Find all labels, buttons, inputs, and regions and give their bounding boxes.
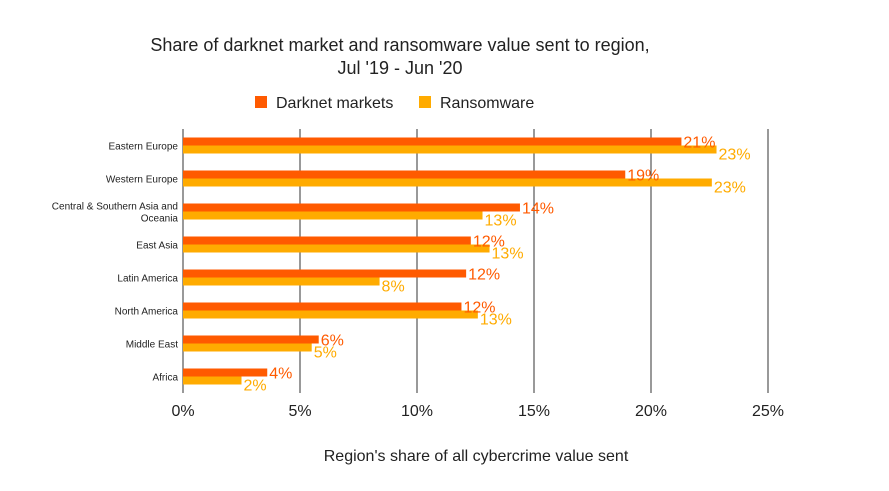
bar-ransomware: [183, 310, 478, 319]
legend-swatch-ransomware: [419, 96, 431, 108]
bar-darknet: [183, 269, 467, 278]
x-tick-label: 20%: [635, 403, 667, 420]
legend-swatch-darknet: [255, 96, 267, 108]
data-label: 5%: [314, 345, 337, 362]
data-label: 13%: [492, 246, 524, 263]
data-label: 6%: [321, 333, 344, 350]
data-label: 12%: [473, 234, 505, 251]
chart-title-line2: Jul '19 - Jun '20: [338, 58, 463, 78]
x-tick-label: 5%: [288, 403, 311, 420]
bar-darknet: [183, 203, 520, 212]
data-label: 13%: [485, 213, 517, 230]
x-axis-ticks: 0% 5% 10% 15% 20% 25%: [171, 403, 784, 420]
bar-darknet: [183, 368, 268, 377]
x-tick-label: 15%: [518, 403, 550, 420]
bar-darknet: [183, 236, 471, 245]
data-label: 13%: [480, 312, 512, 329]
x-tick-label: 25%: [752, 403, 784, 420]
bars: [183, 137, 717, 385]
legend: Darknet markets Ransomware: [255, 95, 534, 112]
data-label: 23%: [719, 147, 751, 164]
bar-darknet: [183, 335, 319, 344]
bar-ransomware: [183, 343, 312, 352]
category-label: Oceania: [141, 214, 179, 225]
data-label: 23%: [714, 180, 746, 197]
category-label: Eastern Europe: [109, 142, 179, 153]
data-label: 21%: [683, 135, 715, 152]
category-labels: Eastern Europe Western Europe Central & So…: [52, 142, 179, 384]
category-label: Middle East: [126, 340, 178, 351]
category-label: East Asia: [136, 241, 178, 252]
legend-label-darknet: Darknet markets: [276, 95, 393, 112]
x-axis-label: Region's share of all cybercrime value s…: [324, 448, 629, 465]
category-label: North America: [115, 307, 179, 318]
bar-darknet: [183, 302, 462, 311]
bar-ransomware: [183, 376, 242, 385]
bar-ransomware: [183, 145, 717, 154]
data-label: 8%: [382, 279, 405, 296]
bar-ransomware: [183, 178, 712, 187]
bar-darknet: [183, 137, 682, 146]
data-label: 12%: [468, 267, 500, 284]
data-label: 2%: [244, 378, 267, 395]
bar-ransomware: [183, 211, 483, 220]
bar-ransomware: [183, 244, 490, 253]
data-labels: 21%23%19%23%14%13%12%13%12%8%12%13%6%5%4…: [244, 135, 751, 395]
legend-label-ransomware: Ransomware: [440, 95, 534, 112]
chart-title-line1: Share of darknet market and ransomware v…: [150, 35, 649, 55]
x-tick-label: 10%: [401, 403, 433, 420]
category-label: Central & Southern Asia and: [52, 202, 178, 213]
data-label: 4%: [269, 366, 292, 383]
data-label: 19%: [627, 168, 659, 185]
gridlines: [182, 129, 769, 393]
data-label: 12%: [463, 300, 495, 317]
bar-darknet: [183, 170, 626, 179]
category-label: Africa: [152, 373, 178, 384]
data-label: 14%: [522, 201, 554, 218]
x-tick-label: 0%: [171, 403, 194, 420]
category-label: Latin America: [117, 274, 178, 285]
category-label: Western Europe: [106, 175, 179, 186]
bar-ransomware: [183, 277, 380, 286]
